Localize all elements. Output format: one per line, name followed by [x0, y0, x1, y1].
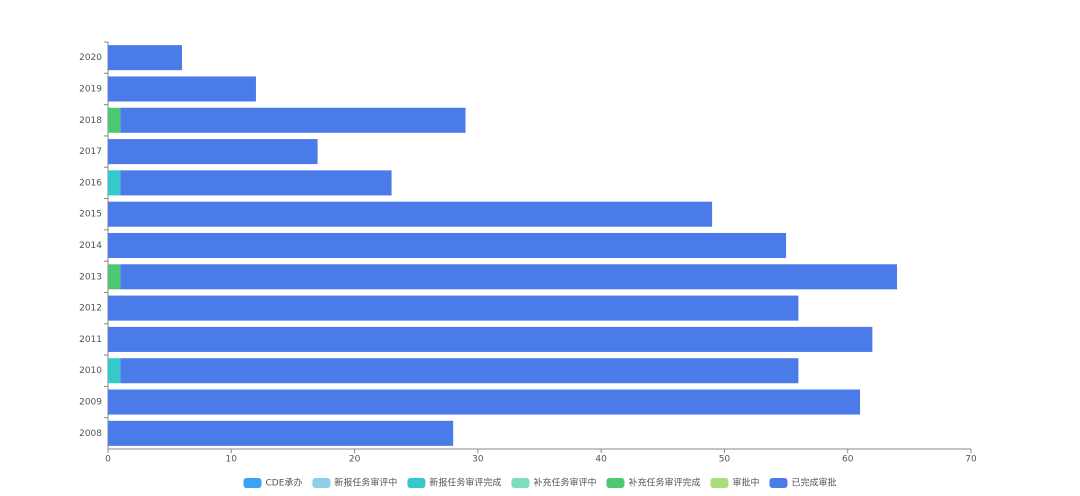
- x-tick-label: 0: [105, 455, 111, 465]
- bar-segment: [108, 295, 799, 321]
- bar-segment: [108, 358, 121, 384]
- legend-label: 已完成审批: [791, 477, 836, 489]
- x-tick-label: 10: [226, 455, 238, 465]
- bar-segment: [108, 76, 256, 102]
- bar-segment: [108, 420, 454, 446]
- legend-label: 补充任务审评完成: [628, 477, 700, 489]
- bar-segment: [108, 232, 787, 259]
- bar-segment: [108, 326, 873, 352]
- legend-swatch: [511, 478, 530, 488]
- bar-segment: [108, 389, 861, 415]
- bar-segment: [120, 107, 466, 133]
- legend-label: CDE承办: [266, 477, 303, 489]
- bar-segment: [120, 264, 898, 290]
- y-tick-label: 2009: [79, 398, 102, 408]
- bar-segment: [120, 170, 392, 196]
- legend-label: 新报任务审评中: [334, 477, 397, 489]
- y-tick-label: 2020: [79, 53, 102, 63]
- y-tick-label: 2016: [79, 178, 102, 188]
- x-tick-label: 30: [472, 455, 484, 465]
- x-tick-label: 70: [965, 455, 977, 465]
- legend-swatch: [243, 478, 262, 488]
- x-tick-label: 60: [842, 455, 854, 465]
- x-tick-label: 50: [719, 455, 731, 465]
- legend-swatch: [710, 478, 729, 488]
- bar-segment: [108, 170, 121, 196]
- bar-segment: [108, 139, 318, 165]
- y-tick-label: 2010: [79, 366, 102, 376]
- legend-swatch: [606, 478, 625, 488]
- y-tick-label: 2011: [79, 335, 102, 345]
- y-tick-label: 2014: [79, 241, 102, 251]
- legend-swatch: [407, 478, 426, 488]
- y-tick-label: 2008: [79, 429, 102, 439]
- y-tick-label: 2012: [79, 304, 102, 314]
- bar-segment: [108, 201, 713, 227]
- x-tick-label: 20: [349, 455, 361, 465]
- y-tick-label: 2019: [79, 84, 102, 94]
- y-tick-label: 2013: [79, 272, 102, 282]
- bar-segment: [108, 45, 182, 71]
- legend-label: 补充任务审评中: [533, 477, 596, 489]
- bar-segment: [120, 358, 799, 384]
- legend-swatch: [769, 478, 788, 488]
- bar-segment: [108, 107, 121, 133]
- bar-segment: [108, 264, 121, 290]
- legend-label: 新报任务审评完成: [429, 477, 501, 489]
- legend-swatch: [312, 478, 331, 488]
- y-tick-label: 2017: [79, 147, 102, 157]
- y-tick-label: 2015: [79, 210, 102, 220]
- legend-label: 审批中: [732, 477, 759, 489]
- x-tick-label: 40: [595, 455, 607, 465]
- y-tick-label: 2018: [79, 116, 102, 126]
